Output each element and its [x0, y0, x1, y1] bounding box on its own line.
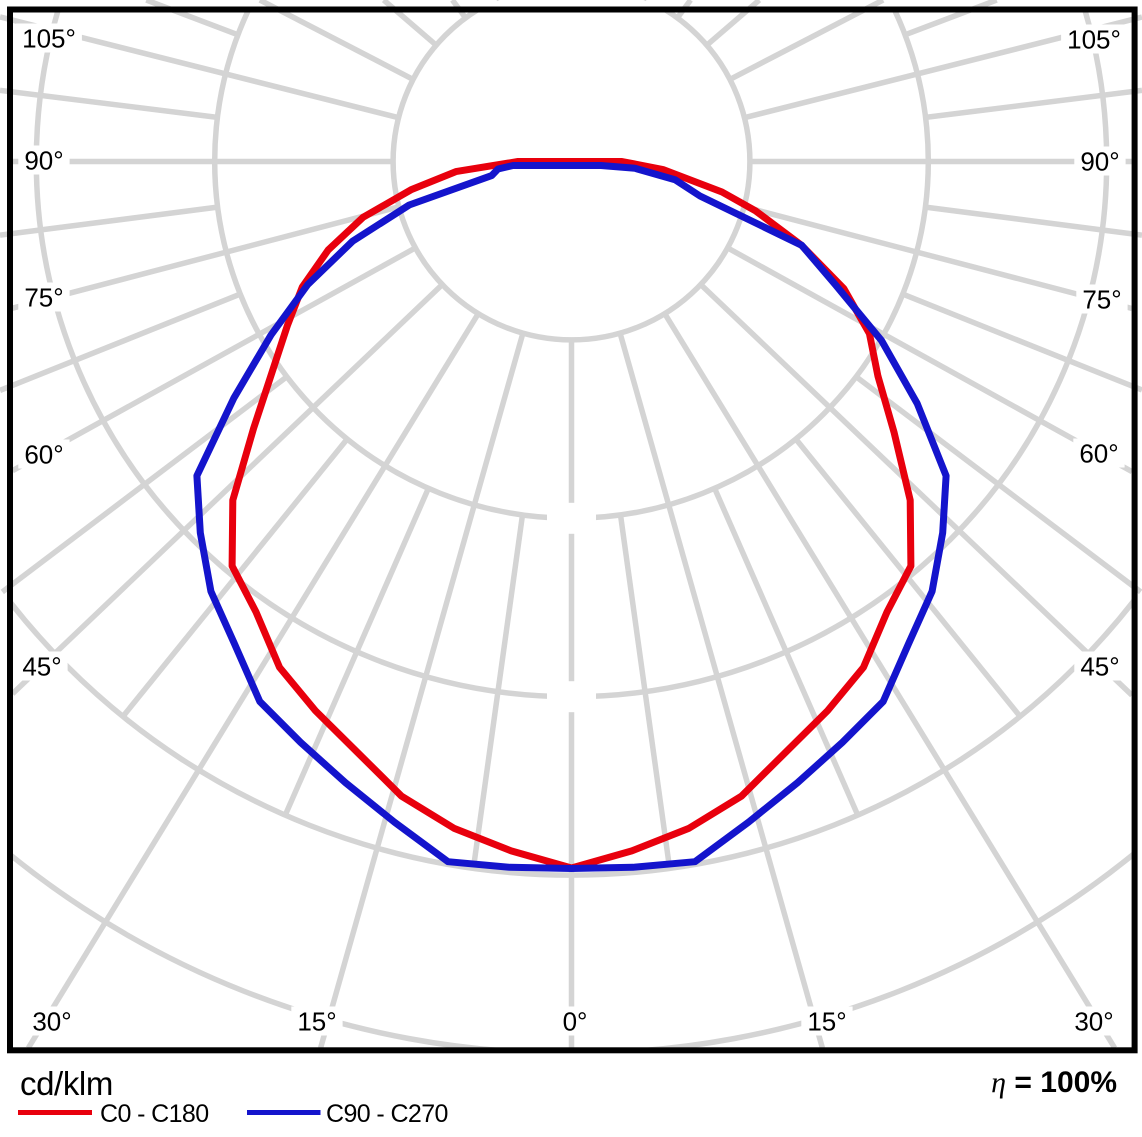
svg-text:75°: 75° [1082, 285, 1121, 315]
svg-text:105°: 105° [1067, 25, 1121, 55]
svg-text:15°: 15° [807, 1007, 846, 1037]
svg-text:45°: 45° [22, 652, 61, 682]
svg-text:η = 100%: η = 100% [991, 1066, 1117, 1099]
svg-text:60°: 60° [24, 440, 63, 470]
svg-text:75°: 75° [24, 283, 63, 313]
svg-text:C90 - C270: C90 - C270 [326, 1100, 448, 1128]
svg-text:105°: 105° [22, 24, 76, 54]
svg-text:45°: 45° [1080, 652, 1119, 682]
svg-text:30°: 30° [1074, 1007, 1113, 1037]
svg-text:cd/klm: cd/klm [20, 1065, 113, 1102]
svg-text:90°: 90° [1080, 147, 1119, 177]
svg-text:15°: 15° [297, 1007, 336, 1037]
svg-text:90°: 90° [24, 146, 63, 176]
svg-text:0°: 0° [563, 1007, 588, 1037]
svg-text:C0 - C180: C0 - C180 [100, 1100, 209, 1128]
svg-text:30°: 30° [32, 1007, 71, 1037]
svg-text:60°: 60° [1079, 439, 1118, 469]
